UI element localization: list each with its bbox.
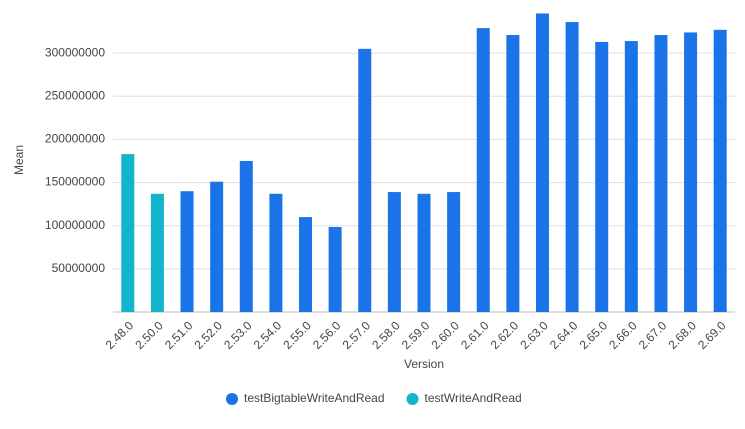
x-tick-label: 2.51.0 [162, 318, 196, 352]
x-tick-label: 2.68.0 [665, 318, 699, 352]
x-tick-label: 2.54.0 [251, 318, 285, 352]
bar [684, 32, 698, 312]
y-tick-label: 150000000 [45, 175, 105, 189]
x-tick-label: 2.58.0 [369, 318, 403, 352]
bar [713, 29, 727, 313]
x-tick-label: 2.52.0 [192, 318, 226, 352]
y-tick-label: 100000000 [45, 218, 105, 232]
x-tick-label: 2.63.0 [517, 318, 551, 352]
x-tick-label: 2.60.0 [428, 318, 462, 352]
x-tick-label: 2.61.0 [458, 318, 492, 352]
x-tick-label: 2.64.0 [547, 318, 581, 352]
x-tick-label: 2.55.0 [280, 318, 314, 352]
bar [595, 41, 609, 312]
x-tick-label: 2.62.0 [488, 318, 522, 352]
bar [358, 48, 372, 312]
bar [506, 35, 520, 312]
bar [269, 193, 283, 312]
x-tick-label: 2.65.0 [577, 318, 611, 352]
bar [535, 13, 549, 313]
x-tick-label: 2.59.0 [399, 318, 433, 352]
legend-label: testWriteAndRead [425, 391, 522, 405]
bar [180, 191, 194, 312]
bar [328, 227, 342, 312]
legend-label: testBigtableWriteAndRead [244, 391, 385, 405]
x-tick-label: 2.48.0 [103, 318, 137, 352]
y-axis-title: Mean [12, 145, 26, 175]
bar [476, 28, 490, 313]
bar [417, 193, 431, 312]
bar [654, 35, 668, 312]
x-tick-label: 2.53.0 [221, 318, 255, 352]
bar [150, 193, 164, 312]
y-tick-label: 300000000 [45, 45, 105, 59]
x-tick-label: 2.57.0 [340, 318, 374, 352]
legend-marker [406, 393, 419, 405]
x-tick-label: 2.56.0 [310, 318, 344, 352]
x-axis-title: Version [404, 357, 444, 371]
x-tick-label: 2.66.0 [606, 318, 640, 352]
bar [447, 192, 461, 312]
y-tick-label: 250000000 [45, 88, 105, 102]
bar [299, 217, 313, 312]
bar [121, 154, 135, 312]
bar [624, 41, 638, 312]
bar [210, 181, 224, 312]
legend-marker [226, 393, 238, 405]
y-tick-label: 50000000 [52, 261, 106, 275]
y-tick-label: 200000000 [45, 132, 105, 146]
bar [387, 192, 401, 312]
bar [565, 22, 579, 313]
x-tick-label: 2.50.0 [132, 318, 166, 352]
x-tick-label: 2.67.0 [636, 318, 670, 352]
bar [239, 161, 253, 312]
x-tick-label: 2.69.0 [695, 318, 729, 352]
